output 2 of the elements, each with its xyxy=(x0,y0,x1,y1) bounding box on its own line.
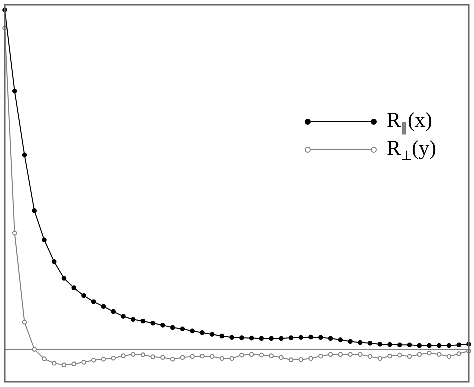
legend-label: R$_{∥}$(x) xyxy=(387,108,433,136)
legend-label: R$_{⊥}$(y) xyxy=(387,136,437,164)
